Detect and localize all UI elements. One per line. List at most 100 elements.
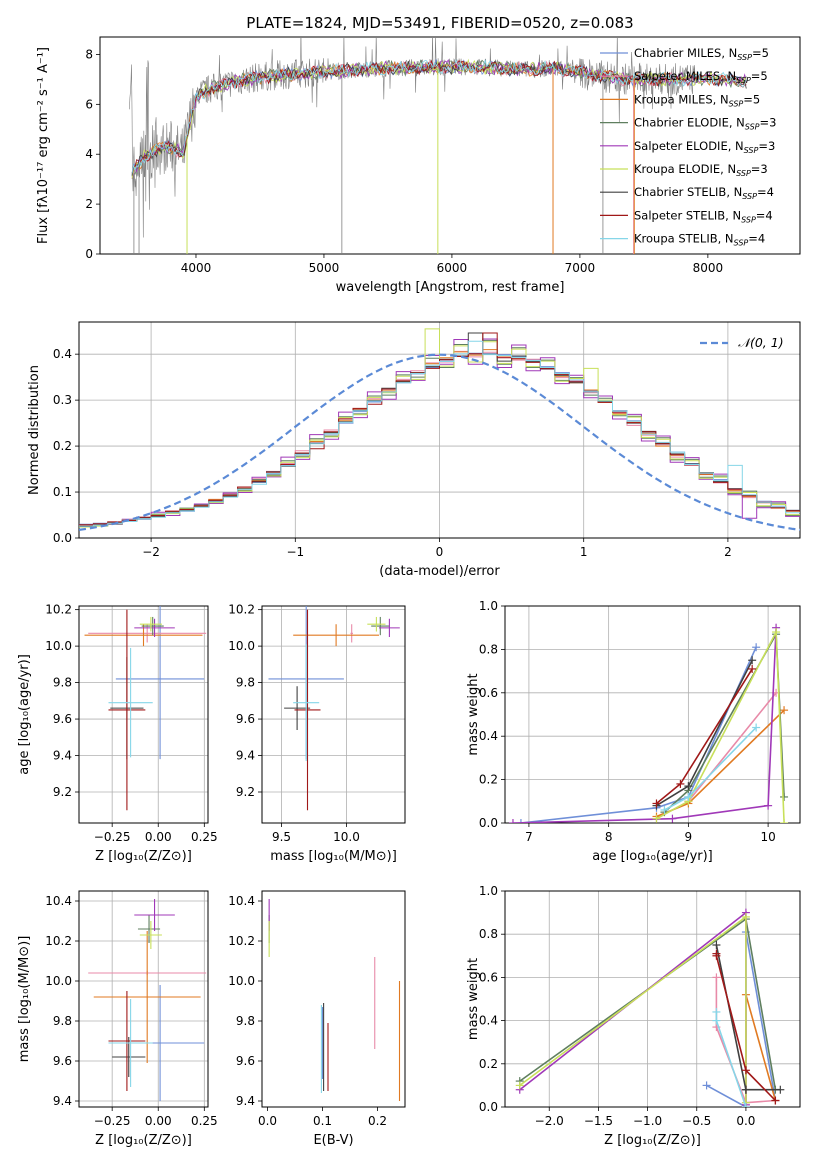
errorbar-salpeter_elodie bbox=[134, 618, 175, 637]
legend-entry-chabrier_elodie: Chabrier ELODIE, NSSP=3 bbox=[634, 116, 776, 132]
y-tick-label: 9.4 bbox=[53, 1094, 72, 1108]
errorbar-salpeter_stelib bbox=[108, 991, 146, 1091]
x-tick-label: 5000 bbox=[309, 261, 340, 275]
x-tick-label: −2 bbox=[142, 545, 160, 559]
x-tick-label: 9.5 bbox=[272, 830, 291, 844]
errorbar-kroupa_stelib bbox=[293, 644, 320, 761]
spectrum-plot-area bbox=[129, 37, 747, 254]
weight-marker-chabrier_miles bbox=[752, 643, 761, 652]
legend-entry-normal: 𝒩(0, 1) bbox=[738, 335, 784, 350]
weight-marker-chabrier_stelib bbox=[776, 1085, 785, 1094]
y-tick-label: 1.0 bbox=[479, 884, 498, 898]
x-tick-label: 4000 bbox=[181, 261, 212, 275]
plot-frame bbox=[261, 890, 406, 1108]
weight-marker-kroupa_stelib bbox=[684, 792, 693, 801]
y-axis-label: mass weight bbox=[466, 958, 481, 1040]
plot-frame bbox=[504, 890, 801, 1108]
y-tick-label: 0 bbox=[85, 247, 93, 261]
errorbar-kroupa_elodie bbox=[367, 616, 386, 632]
normal-distribution-curve bbox=[79, 353, 800, 531]
weight-marker-kroupa_miles bbox=[780, 706, 789, 715]
weight_vs_age-plot-area bbox=[508, 623, 789, 823]
weight-marker-chabrier_elodie bbox=[780, 792, 789, 801]
x-tick-label: −0.5 bbox=[682, 1114, 711, 1128]
x-tick-label: 0.25 bbox=[191, 1114, 218, 1128]
y-tick-label: 0.6 bbox=[479, 686, 498, 700]
x-axis-label: age [log₁₀(age/yr)] bbox=[592, 849, 713, 864]
x-tick-label: 10 bbox=[760, 830, 775, 844]
weight-marker-kroupa_stelib bbox=[752, 723, 761, 732]
x-tick-label: 0.00 bbox=[145, 830, 172, 844]
x-axis-label: Z [log₁₀(Z/Z⊙)] bbox=[95, 849, 192, 864]
x-axis-label: (data-model)/error bbox=[379, 564, 500, 579]
x-tick-label: −1.5 bbox=[584, 1114, 613, 1128]
weight-marker-kroupa_elodie bbox=[652, 814, 661, 823]
weight-marker-salpeter_elodie bbox=[508, 819, 517, 823]
y-axis-label: mass weight bbox=[466, 673, 481, 755]
errorbar-chabrier_elodie bbox=[371, 616, 390, 636]
legend-entry-kroupa_elodie: Kroupa ELODIE, NSSP=3 bbox=[634, 162, 768, 178]
weight-line-kroupa_elodie bbox=[519, 915, 747, 1103]
errorbar-kroupa_elodie bbox=[139, 921, 162, 949]
x-tick-label: −1.0 bbox=[633, 1114, 662, 1128]
errorbar-salpeter_miles bbox=[88, 624, 207, 643]
weight-marker-kroupa_elodie bbox=[780, 819, 789, 823]
x-tick-label: 0.2 bbox=[368, 1114, 387, 1128]
errorbar-kroupa_elodie bbox=[139, 616, 162, 632]
plot-frame bbox=[78, 321, 801, 539]
age_vs_mass-plot-area bbox=[268, 606, 400, 811]
y-tick-label: 0.0 bbox=[479, 1100, 498, 1114]
y-tick-label: 9.8 bbox=[53, 676, 72, 690]
weight-marker-salpeter_stelib bbox=[748, 664, 757, 673]
weight-marker-chabrier_stelib bbox=[748, 656, 757, 665]
residuals-axes: −2 −1 0 1 2 0.0 0.1 0.2 0.3 0.4 (data-model)/error… bbox=[27, 321, 801, 579]
y-tick-label: 10.0 bbox=[228, 639, 255, 653]
plot-frame bbox=[99, 36, 801, 255]
y-tick-label: 9.6 bbox=[236, 712, 255, 726]
errorbar-kroupa_stelib bbox=[108, 999, 153, 1087]
legend-entry-salpeter_miles: Salpeter MILES, NSSP=5 bbox=[634, 69, 768, 85]
weight-marker-kroupa_elodie bbox=[515, 1081, 524, 1090]
y-tick-label: 0.1 bbox=[53, 485, 72, 499]
y-tick-label: 10.0 bbox=[228, 974, 255, 988]
x-tick-label: 7 bbox=[525, 830, 533, 844]
weight-marker-kroupa_stelib bbox=[712, 1007, 721, 1016]
y-tick-label: 10.2 bbox=[45, 603, 72, 617]
x-tick-label: −1 bbox=[286, 545, 304, 559]
x-tick-label: 2 bbox=[724, 545, 732, 559]
mass_vs_Z-axes: −0.25 0.00 0.25 9.4 9.6 9.8 10.0 10.2 10.4 Z [log… bbox=[17, 890, 218, 1148]
y-tick-label: 9.4 bbox=[236, 1094, 255, 1108]
y-tick-label: 9.2 bbox=[53, 785, 72, 799]
weight-line-kroupa_stelib bbox=[664, 726, 757, 811]
weight-marker-salpeter_elodie bbox=[668, 814, 677, 823]
x-tick-label: 0.0 bbox=[736, 1114, 755, 1128]
weight-marker-salpeter_stelib bbox=[771, 1096, 780, 1105]
x-tick-label: 7000 bbox=[565, 261, 596, 275]
mass_vs_Z-plot-area bbox=[88, 899, 207, 1101]
legend-entry-salpeter_elodie: Salpeter ELODIE, NSSP=3 bbox=[634, 139, 775, 155]
x-tick-label: 10.0 bbox=[333, 830, 360, 844]
y-tick-label: 0.4 bbox=[479, 1014, 498, 1028]
y-tick-label: 0.4 bbox=[53, 347, 72, 361]
residuals-plot-area bbox=[79, 328, 800, 531]
weight-marker-chabrier_stelib bbox=[684, 782, 693, 791]
y-tick-label: 0.2 bbox=[479, 773, 498, 787]
errorbar-salpeter_elodie bbox=[134, 899, 175, 931]
y-axis-label: Normed distribution bbox=[27, 365, 42, 495]
y-tick-label: 0.8 bbox=[479, 642, 498, 656]
y-tick-label: 9.8 bbox=[53, 1014, 72, 1028]
y-tick-label: 10.0 bbox=[45, 639, 72, 653]
spectrum-axes: 4000 5000 6000 7000 8000 0 2 4 6 8 wavelength [Ang… bbox=[36, 36, 801, 295]
y-tick-label: 0.4 bbox=[479, 729, 498, 743]
y-tick-label: 0.3 bbox=[53, 393, 72, 407]
y-tick-label: 0.0 bbox=[53, 531, 72, 545]
y-axis-label: Flux [fλ10⁻¹⁷ erg cm⁻² s⁻¹ A⁻¹] bbox=[36, 47, 51, 244]
x-tick-label: 8000 bbox=[693, 261, 724, 275]
y-tick-label: 9.2 bbox=[236, 785, 255, 799]
weight-line-salpeter_elodie bbox=[512, 627, 777, 823]
errorbar-salpeter_elodie bbox=[379, 618, 400, 637]
legend-entry-kroupa_stelib: Kroupa STELIB, NSSP=4 bbox=[634, 232, 765, 248]
weight_vs_Z-axes: −2.0 −1.5 −1.0 −0.5 0.0 0.0 0.2 0.4 0.6 0.8 1.0 Z [… bbox=[466, 884, 801, 1148]
weight-marker-chabrier_miles bbox=[702, 1081, 711, 1090]
y-tick-label: 9.4 bbox=[53, 749, 72, 763]
